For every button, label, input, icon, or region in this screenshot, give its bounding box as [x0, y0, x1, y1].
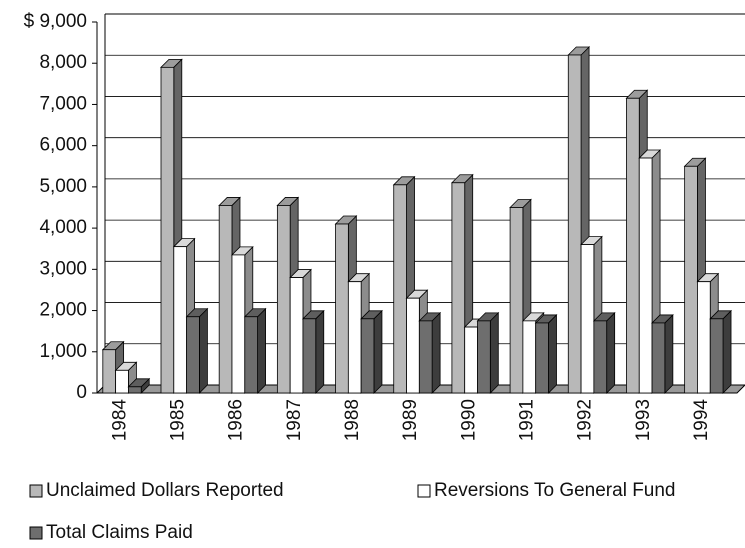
bar: [535, 322, 549, 394]
bar: [115, 369, 129, 394]
y-tick-label: $ 9,000: [24, 11, 87, 32]
x-tick-label: 1991: [517, 399, 538, 441]
x-tick-label: 1993: [633, 399, 654, 441]
bar: [218, 205, 233, 394]
y-tick-label: 2,000: [39, 300, 87, 321]
bar-side: [315, 309, 325, 394]
bar: [709, 318, 724, 394]
bar: [244, 316, 258, 394]
bar-side: [431, 311, 441, 394]
x-tick-label: 1992: [575, 399, 596, 441]
bar: [276, 205, 291, 394]
y-tick-label: 1,000: [39, 341, 87, 362]
y-tick-label: 0: [76, 382, 87, 403]
x-tick-label: 1988: [342, 399, 363, 441]
bar: [160, 66, 175, 394]
legend-swatch: [29, 526, 43, 540]
x-tick-label: 1994: [691, 399, 712, 442]
bar: [684, 165, 698, 394]
y-tick-label: 7,000: [39, 93, 87, 114]
bar: [522, 320, 537, 394]
bar: [451, 182, 466, 394]
x-tick-label: 1984: [109, 399, 130, 442]
legend-label: Total Claims Paid: [46, 522, 193, 543]
y-tick-label: 4,000: [39, 217, 87, 238]
bar: [289, 277, 304, 394]
x-tick-label: 1987: [284, 399, 305, 441]
legend-swatch: [29, 484, 43, 498]
bar: [697, 281, 711, 394]
bar: [186, 316, 200, 394]
bar: [173, 246, 188, 394]
bar: [231, 254, 246, 394]
bar: [128, 386, 142, 394]
bar: [626, 97, 640, 394]
bar-side: [257, 307, 266, 394]
bar-side: [664, 313, 674, 394]
bar: [418, 320, 433, 394]
bar-side: [606, 311, 616, 394]
y-tick-label: 5,000: [39, 176, 87, 197]
bar: [102, 349, 117, 394]
bar: [580, 244, 595, 394]
bar-side: [373, 309, 383, 394]
bar: [593, 320, 608, 394]
bar: [567, 54, 582, 394]
bar: [651, 322, 666, 394]
bar: [406, 297, 420, 394]
x-tick-label: 1989: [400, 399, 421, 441]
bar: [509, 207, 524, 394]
bar: [347, 281, 362, 394]
legend-swatch: [417, 484, 431, 498]
x-tick-label: 1990: [458, 399, 479, 441]
y-tick-label: 6,000: [39, 135, 87, 156]
y-tick-label: 3,000: [39, 258, 87, 279]
bar: [360, 318, 375, 394]
bar-side: [489, 311, 499, 394]
bar: [393, 184, 407, 394]
bar-side: [198, 307, 208, 394]
x-tick-label: 1985: [167, 399, 188, 441]
bar: [638, 157, 653, 394]
x-tick-label: 1986: [226, 399, 247, 441]
y-tick-label: 8,000: [39, 52, 87, 73]
legend-label: Unclaimed Dollars Reported: [46, 480, 284, 501]
bar-side: [548, 313, 557, 394]
bar: [464, 326, 478, 394]
bar: [477, 320, 491, 394]
bar: [302, 318, 317, 394]
bar: [335, 223, 349, 394]
bar-side: [722, 309, 732, 394]
legend-label: Reversions To General Fund: [434, 480, 676, 501]
